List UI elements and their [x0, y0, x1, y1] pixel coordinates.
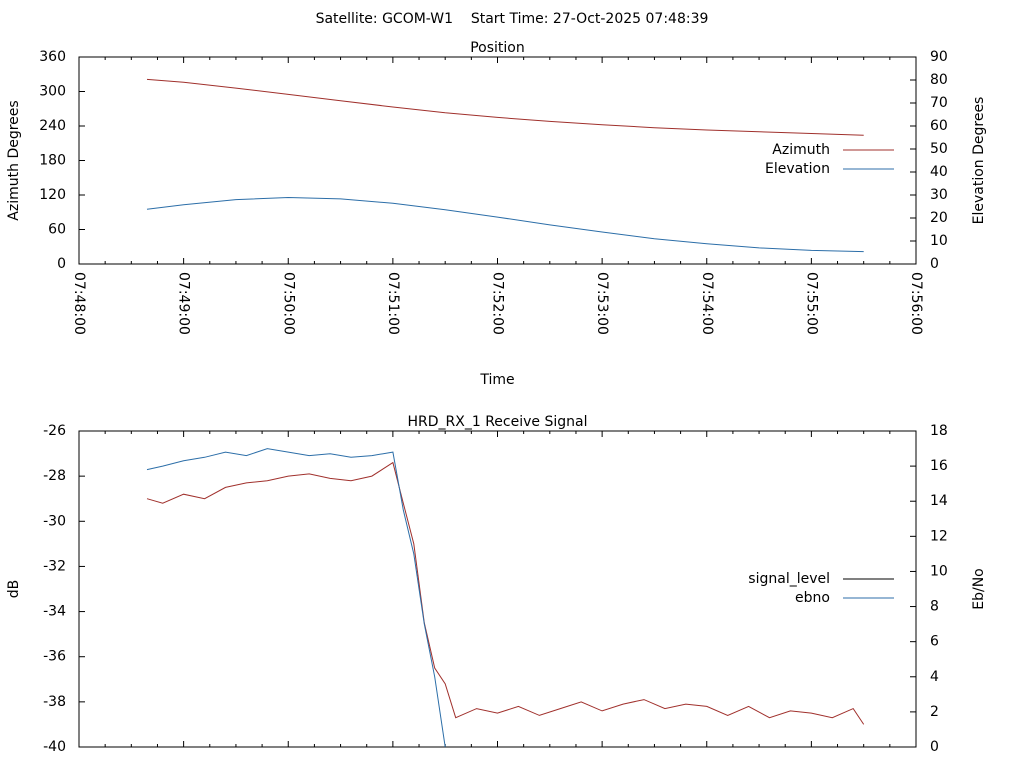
x-tick-label: 07:52:00 [490, 272, 506, 335]
y-axis-label: Azimuth Degrees [6, 100, 22, 220]
y-tick-label: 360 [39, 49, 66, 65]
y-axis-label: dB [6, 580, 22, 599]
y-tick-label: 240 [39, 118, 66, 134]
x-tick-label: 07:56:00 [908, 272, 924, 335]
series-line-ebno [146, 448, 446, 748]
series-line-signal_level [146, 461, 865, 725]
y2-tick-label: 50 [930, 141, 948, 157]
y2-tick-label: 90 [930, 49, 948, 65]
y2-axis-label: Eb/No [971, 568, 987, 610]
legend-label: Elevation [765, 161, 830, 177]
y-tick-label: 60 [48, 222, 66, 238]
y-tick-label: -30 [43, 513, 66, 529]
y2-tick-label: 40 [930, 164, 948, 180]
y-tick-label: 0 [57, 256, 66, 272]
y2-axis-label: Elevation Degrees [971, 97, 987, 225]
y-tick-label: -40 [43, 739, 66, 755]
x-tick-label: 07:54:00 [699, 272, 715, 335]
y2-tick-label: 70 [930, 95, 948, 111]
series-line-Elevation [146, 196, 864, 253]
y2-tick-label: 6 [930, 634, 939, 650]
x-tick-label: 07:55:00 [803, 272, 819, 335]
y2-tick-label: 0 [930, 739, 939, 755]
series-line-Azimuth [146, 78, 864, 136]
y-tick-label: -36 [43, 649, 66, 665]
y2-tick-label: 10 [930, 563, 948, 579]
chart-title: HRD_RX_1 Receive Signal [408, 414, 588, 430]
legend-label: Azimuth [772, 142, 830, 158]
legend-label: ebno [795, 590, 830, 606]
y2-tick-label: 10 [930, 233, 948, 249]
y-tick-label: 120 [39, 187, 66, 203]
y2-tick-label: 20 [930, 210, 948, 226]
y2-tick-label: 4 [930, 669, 939, 685]
y-tick-label: 300 [39, 84, 66, 100]
y-tick-label: -32 [43, 558, 66, 574]
y-tick-label: -28 [43, 468, 66, 484]
chart-title: Position [470, 40, 525, 56]
y2-tick-label: 80 [930, 72, 948, 88]
plot-frame [78, 430, 917, 748]
y2-tick-label: 0 [930, 256, 939, 272]
position-chart: Position 07:48:00 07:49:00 07:50:00 07:51:00… [6, 40, 987, 388]
receive-signal-chart: HRD_RX_1 Receive Signal -40 -38 -36 -34 -32 -3… [6, 414, 987, 755]
legend-label: signal_level [748, 571, 830, 587]
y2-tick-label: 60 [930, 118, 948, 134]
x-tick-label: 07:48:00 [71, 272, 87, 335]
y2-tick-label: 8 [930, 599, 939, 615]
chart-header: Satellite: GCOM-W1 Start Time: 27-Oct-20… [316, 11, 709, 27]
y2-tick-label: 16 [930, 458, 948, 474]
y2-tick-label: 12 [930, 528, 948, 544]
x-tick-label: 07:51:00 [385, 272, 401, 335]
y-tick-label: 180 [39, 153, 66, 169]
x-tick-label: 07:53:00 [594, 272, 610, 335]
x-axis-label: Time [479, 372, 514, 388]
y2-tick-label: 18 [930, 423, 948, 439]
y-tick-label: -26 [43, 423, 66, 439]
y2-tick-label: 2 [930, 704, 939, 720]
x-tick-label: 07:49:00 [176, 272, 192, 335]
y-tick-label: -38 [43, 694, 66, 710]
y-tick-label: -34 [43, 604, 66, 620]
y2-tick-label: 14 [930, 493, 948, 509]
y2-tick-label: 30 [930, 187, 948, 203]
x-tick-label: 07:50:00 [280, 272, 296, 335]
